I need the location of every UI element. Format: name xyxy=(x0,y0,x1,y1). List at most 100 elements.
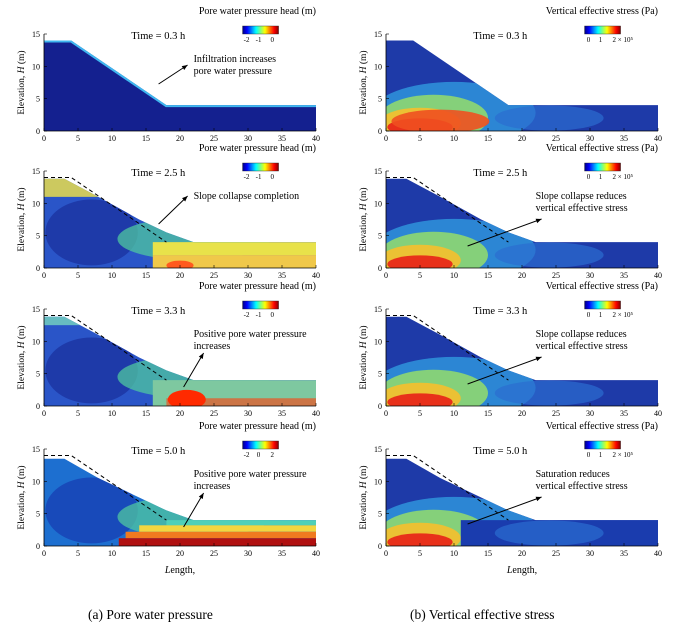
x-tick-label: 10 xyxy=(450,271,458,280)
y-axis-label: Elevation, H (m) xyxy=(16,325,27,389)
x-tick-label: 25 xyxy=(210,409,218,418)
y-tick-label: 15 xyxy=(374,305,382,314)
x-tick-label: 20 xyxy=(518,134,526,143)
x-tick-label: 10 xyxy=(108,549,116,558)
colorbar-tick-label: 0 xyxy=(587,451,591,459)
colorbar-tick-label: -2 xyxy=(244,451,250,459)
y-tick-label: 10 xyxy=(374,62,382,71)
colorbar-tick-label: 0 xyxy=(587,311,591,319)
y-axis-label: Elevation, H (m) xyxy=(358,187,369,251)
time-label: Time = 0.3 h xyxy=(473,31,528,42)
annotation-text: Positive pore water pressure xyxy=(194,469,308,480)
x-tick-label: 10 xyxy=(108,134,116,143)
y-tick-label: 0 xyxy=(36,264,40,273)
x-tick-label: 5 xyxy=(76,134,80,143)
colorbar-tick-label: -1 xyxy=(256,36,262,44)
x-tick-label: 15 xyxy=(484,134,492,143)
colorbar-tick-label: 2 × 10⁵ xyxy=(613,311,634,319)
y-tick-label: 5 xyxy=(36,510,40,519)
colorbar-tick-label: 1 xyxy=(599,173,603,181)
x-tick-label: 0 xyxy=(384,409,388,418)
y-tick-label: 0 xyxy=(378,127,382,136)
y-tick-label: 10 xyxy=(32,199,40,208)
x-tick-label: 20 xyxy=(518,271,526,280)
time-label: Time = 3.3 h xyxy=(131,306,186,317)
y-tick-label: 15 xyxy=(374,167,382,176)
y-tick-label: 10 xyxy=(32,62,40,71)
y-tick-label: 0 xyxy=(378,264,382,273)
x-tick-label: 30 xyxy=(244,271,252,280)
initial-slope-outline xyxy=(386,314,509,381)
x-tick-label: 0 xyxy=(42,271,46,280)
x-tick-label: 35 xyxy=(278,271,286,280)
x-tick-label: 15 xyxy=(142,271,150,280)
x-tick-label: 35 xyxy=(278,409,286,418)
colorbar xyxy=(242,25,279,35)
chart-panel-pwp-3.3: 0 5 10 15 20 25 30 35 40 0 5 10 15 Elevation, H (m) Po… xyxy=(16,281,320,418)
time-label: Time = 2.5 h xyxy=(131,168,186,179)
x-tick-label: 30 xyxy=(586,271,594,280)
heatmap-field xyxy=(44,458,316,546)
y-tick-label: 15 xyxy=(32,30,40,39)
y-axis-label: Elevation, H (m) xyxy=(16,187,27,251)
x-tick-label: 5 xyxy=(76,271,80,280)
panel-title: Vertical effective stress (Pa) xyxy=(546,143,658,154)
colorbar-tick-label: 1 xyxy=(599,36,603,44)
x-axis-label: Length, xyxy=(164,565,195,576)
panel-title: Pore water pressure head (m) xyxy=(199,143,316,154)
x-tick-label: 30 xyxy=(586,549,594,558)
x-tick-label: 0 xyxy=(384,271,388,280)
x-tick-label: 0 xyxy=(42,134,46,143)
colorbar-tick-label: 2 × 10⁵ xyxy=(613,36,634,44)
y-axis-label: Elevation, H (m) xyxy=(358,465,369,529)
annotation-arrow xyxy=(158,195,188,225)
colorbar xyxy=(584,300,621,310)
colorbar-tick-label: -2 xyxy=(244,173,250,181)
initial-slope-outline xyxy=(44,314,167,381)
arrow-head xyxy=(182,196,188,202)
x-tick-label: 25 xyxy=(210,271,218,280)
colorbar xyxy=(584,440,621,450)
x-tick-label: 20 xyxy=(518,549,526,558)
initial-slope-outline xyxy=(386,176,509,243)
x-tick-label: 40 xyxy=(654,409,662,418)
x-tick-label: 25 xyxy=(552,271,560,280)
colorbar-tick-label: 2 × 10⁵ xyxy=(613,451,634,459)
chart-panel-pwp-0.3: 0 5 10 15 20 25 30 35 40 0 5 10 15 Elevation, H (m) Po… xyxy=(16,6,320,143)
annotation-arrow xyxy=(158,64,188,85)
x-tick-label: 30 xyxy=(586,134,594,143)
panel-title: Pore water pressure head (m) xyxy=(199,421,316,432)
x-tick-label: 15 xyxy=(142,409,150,418)
heatmap-field xyxy=(44,40,316,131)
x-tick-label: 35 xyxy=(278,549,286,558)
time-label: Time = 5.0 h xyxy=(473,446,528,457)
x-tick-label: 35 xyxy=(620,549,628,558)
x-tick-label: 20 xyxy=(176,409,184,418)
x-tick-label: 15 xyxy=(142,549,150,558)
x-tick-label: 0 xyxy=(42,549,46,558)
x-tick-label: 5 xyxy=(76,549,80,558)
x-tick-label: 10 xyxy=(450,409,458,418)
y-tick-label: 5 xyxy=(378,232,382,241)
annotation-text: vertical effective stress xyxy=(536,481,628,492)
heatmap-field xyxy=(44,178,316,268)
x-tick-label: 35 xyxy=(620,409,628,418)
colorbar-tick-label: 0 xyxy=(271,311,275,319)
annotation-text: vertical effective stress xyxy=(536,341,628,352)
x-tick-label: 10 xyxy=(450,549,458,558)
time-label: Time = 0.3 h xyxy=(131,31,186,42)
colorbar-tick-label: -1 xyxy=(256,311,262,319)
x-tick-label: 0 xyxy=(384,134,388,143)
colorbar-tick-label: 0 xyxy=(271,173,275,181)
x-tick-label: 25 xyxy=(552,409,560,418)
x-tick-label: 5 xyxy=(418,271,422,280)
x-tick-label: 40 xyxy=(654,549,662,558)
annotation-text: Slope collapse reduces xyxy=(536,329,627,340)
x-tick-label: 40 xyxy=(312,134,320,143)
colorbar xyxy=(242,440,279,450)
heatmap-field xyxy=(386,40,658,131)
x-axis-label: Length, xyxy=(506,565,537,576)
